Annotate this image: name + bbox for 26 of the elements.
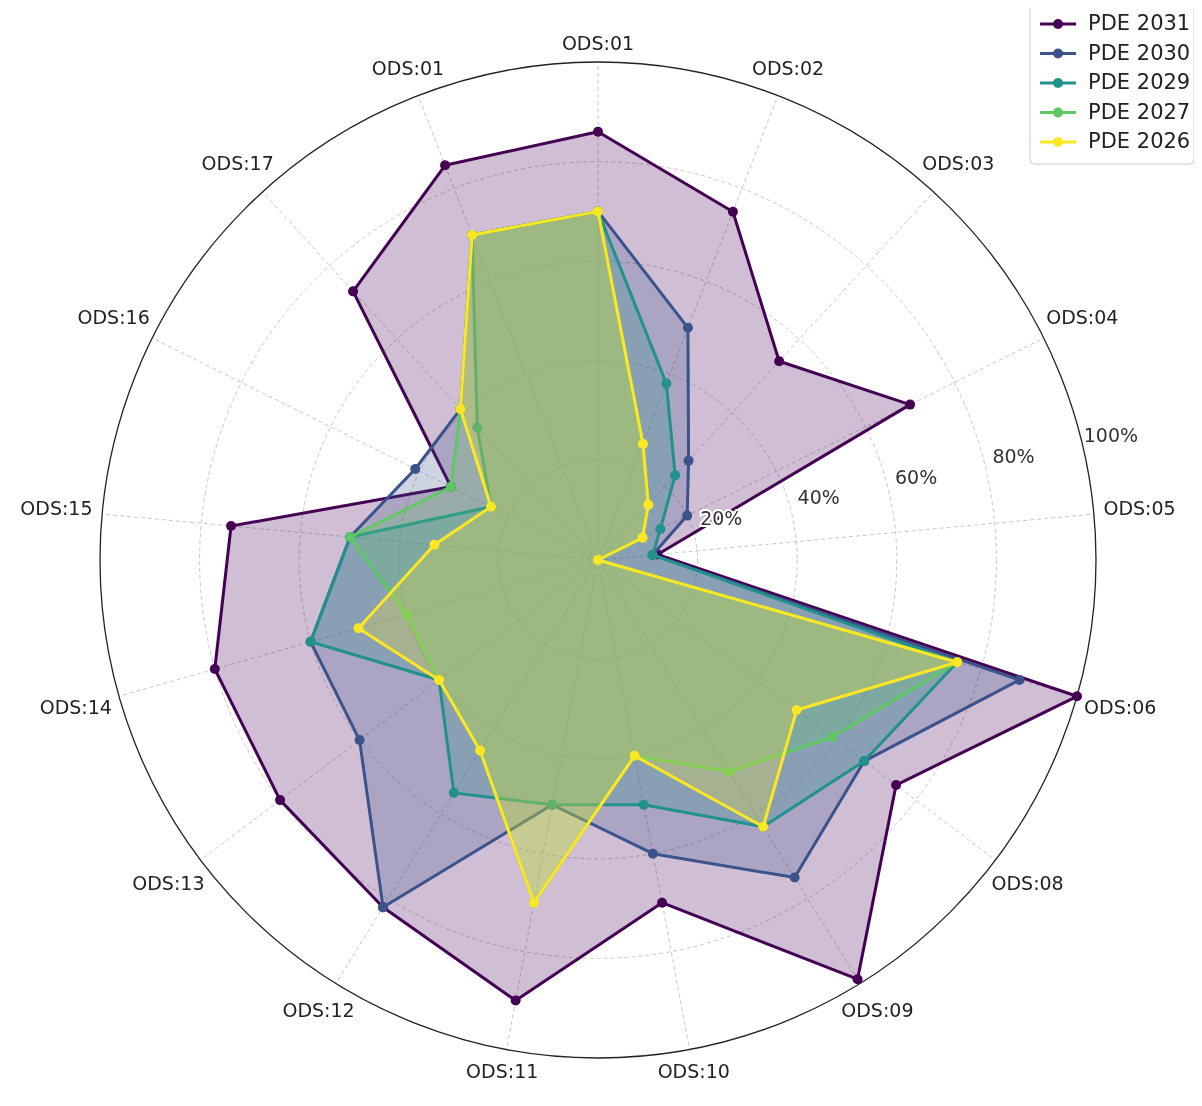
y-tick-label: 80% <box>992 445 1035 467</box>
spoke-label: ODS:09 <box>841 998 914 1021</box>
spoke-label: ODS:16 <box>77 306 150 329</box>
y-tick-label: 100% <box>1083 424 1139 447</box>
spoke-label: ODS:06 <box>1084 696 1157 719</box>
spoke-label: ODS:05 <box>1103 497 1176 520</box>
spoke-label: ODS:10 <box>657 1059 730 1082</box>
y-tick-label: 40% <box>797 486 840 509</box>
spoke-label: ODS:02 <box>751 56 825 79</box>
spoke-label: ODS:04 <box>1046 306 1119 329</box>
spoke-label: ODS:17 <box>201 152 274 175</box>
legend-label: PDE 2031 <box>1088 11 1191 35</box>
spoke-label: ODS:15 <box>20 497 93 520</box>
spoke-label: ODS:11 <box>466 1059 539 1082</box>
legend-label: PDE 2030 <box>1088 40 1191 65</box>
legend-label: PDE 2027 <box>1088 99 1191 124</box>
legend-label: PDE 2026 <box>1088 129 1191 153</box>
legend-label: PDE 2029 <box>1088 70 1191 94</box>
spoke-label: ODS:03 <box>922 152 995 175</box>
spoke-label: ODS:14 <box>39 696 112 719</box>
spoke-label: ODS:01 <box>371 56 445 79</box>
spoke-label: ODS:13 <box>132 871 205 894</box>
spoke-label: ODS:01 <box>561 31 635 54</box>
spoke-label: ODS:08 <box>991 871 1064 894</box>
spoke-label: ODS:12 <box>282 998 355 1021</box>
y-tick-label: 60% <box>894 465 938 488</box>
